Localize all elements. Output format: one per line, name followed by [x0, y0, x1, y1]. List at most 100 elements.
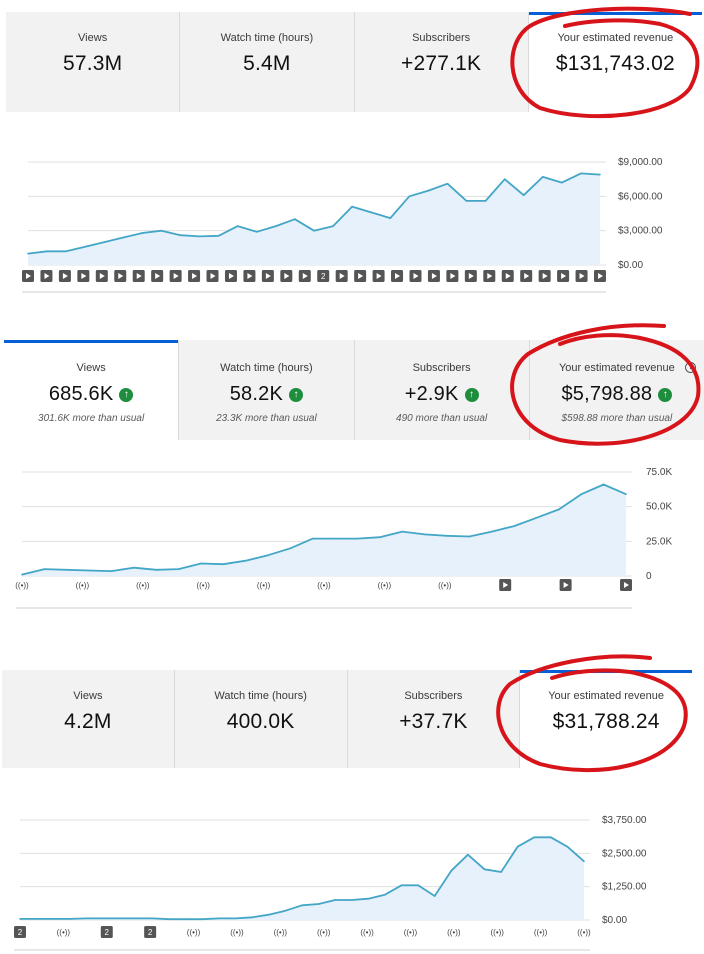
live-glyph: ((•)) [317, 581, 331, 590]
data-point [561, 181, 563, 184]
marker-box [100, 926, 113, 938]
tile-label: Views [76, 362, 106, 374]
live-stream-icon: ((•)) [447, 928, 461, 937]
data-point [88, 569, 90, 572]
data-point [350, 899, 353, 901]
play-glyph [524, 273, 530, 279]
clock-icon [685, 362, 696, 373]
video-play-icon [151, 270, 164, 282]
play-glyph [413, 273, 419, 279]
video-count-badge: 2 [317, 270, 330, 282]
live-glyph: ((•)) [136, 581, 150, 590]
video-play-icon [298, 270, 311, 282]
data-point [21, 573, 23, 576]
data-point [289, 547, 292, 550]
subscribers-tile[interactable]: Subscribers +277.1K [354, 12, 529, 112]
play-glyph [210, 273, 216, 279]
live-glyph: ((•)) [274, 928, 288, 937]
play-glyph [468, 273, 474, 279]
watch-time-tile[interactable]: Watch time (hours) 400.0K [174, 670, 348, 768]
data-point [65, 568, 68, 571]
tile-value: $131,743.02 [555, 52, 675, 75]
data-point [52, 918, 54, 920]
play-glyph [563, 582, 569, 588]
selected-tab-indicator [4, 340, 179, 343]
revenue-tile[interactable]: Your estimated revenue $131,743.02 [528, 12, 702, 112]
data-point [118, 917, 121, 920]
data-point [550, 836, 552, 839]
video-play-icon [206, 270, 219, 282]
data-point [43, 568, 46, 570]
data-point [433, 895, 436, 897]
play-glyph [44, 273, 50, 279]
data-point [151, 917, 154, 920]
data-point [334, 899, 336, 901]
data-point [301, 904, 303, 907]
subscribers-tile[interactable]: Subscribers +37.7K [347, 670, 521, 768]
data-point [484, 200, 487, 202]
play-glyph [505, 273, 511, 279]
data-point [558, 508, 560, 511]
tile-label: Subscribers [412, 362, 471, 374]
video-play-icon [446, 270, 459, 282]
data-point [268, 913, 270, 916]
video-play-icon [427, 270, 440, 282]
data-point [267, 554, 269, 556]
video-play-icon [372, 270, 385, 282]
data-point [351, 205, 353, 208]
data-point [218, 917, 220, 920]
data-point [46, 250, 48, 253]
views-chart: 75.0K 50.0K 25.0K 0 ((•)) ((•)) ((•)) ((•)) ((•)… [15, 467, 672, 609]
video-play-icon [594, 270, 606, 282]
data-point [542, 176, 544, 178]
data-point [602, 483, 605, 486]
live-stream-icon: ((•)) [378, 581, 392, 590]
data-point [200, 562, 202, 565]
live-stream-icon: ((•)) [577, 928, 591, 937]
tile-value: +37.7K [399, 710, 468, 733]
tile-comparison: $598.88 more than usual [561, 413, 673, 424]
data-point [251, 916, 254, 919]
play-glyph [173, 273, 179, 279]
play-glyph [302, 273, 308, 279]
data-point [244, 559, 247, 562]
data-point [625, 493, 627, 495]
data-point [85, 917, 88, 920]
play-glyph [431, 273, 437, 279]
revenue-tile[interactable]: Your estimated revenue $31,788.24 [520, 670, 692, 768]
play-glyph [376, 273, 382, 279]
up-arrow-icon: ↑ [658, 388, 673, 402]
live-glyph: ((•)) [438, 581, 452, 590]
tile-value: 400.0K [226, 710, 295, 733]
live-glyph: ((•)) [196, 581, 210, 590]
data-point [133, 566, 135, 569]
data-point [500, 871, 502, 873]
data-point [522, 194, 525, 196]
views-tile[interactable]: Views 57.3M [6, 12, 181, 112]
play-glyph [450, 273, 456, 279]
views-tile[interactable]: Views 685.6K ↑ 301.6K more than usual [4, 340, 180, 440]
data-point [198, 235, 201, 238]
y-tick-label: 75.0K [646, 467, 672, 478]
live-glyph: ((•)) [534, 928, 548, 937]
live-glyph: ((•)) [257, 581, 271, 590]
views-tile[interactable]: Views 4.2M [2, 670, 175, 768]
video-count-badge: 2 [100, 926, 113, 938]
play-glyph [99, 273, 105, 279]
video-play-icon [409, 270, 422, 282]
video-play-icon [243, 270, 256, 282]
watch-time-tile[interactable]: Watch time (hours) 58.2K ↑ 23.3K more tha… [179, 340, 355, 440]
revenue-tile[interactable]: Your estimated revenue $5,798.88 ↑ $598.8… [529, 340, 704, 440]
data-point [446, 182, 449, 185]
data-point [103, 241, 106, 243]
live-glyph: ((•)) [378, 581, 392, 590]
live-glyph: ((•)) [57, 928, 71, 937]
watch-time-tile[interactable]: Watch time (hours) 5.4M [180, 12, 355, 112]
live-glyph: ((•)) [404, 928, 418, 937]
y-tick-label: $1,250.00 [602, 882, 647, 893]
tile-comparison: 490 more than usual [396, 413, 488, 424]
subscribers-tile[interactable]: Subscribers +2.9K ↑ 490 more than usual [354, 340, 530, 440]
live-stream-icon: ((•)) [274, 928, 288, 937]
y-tick-label: 50.0K [646, 502, 672, 513]
video-play-icon [354, 270, 367, 282]
